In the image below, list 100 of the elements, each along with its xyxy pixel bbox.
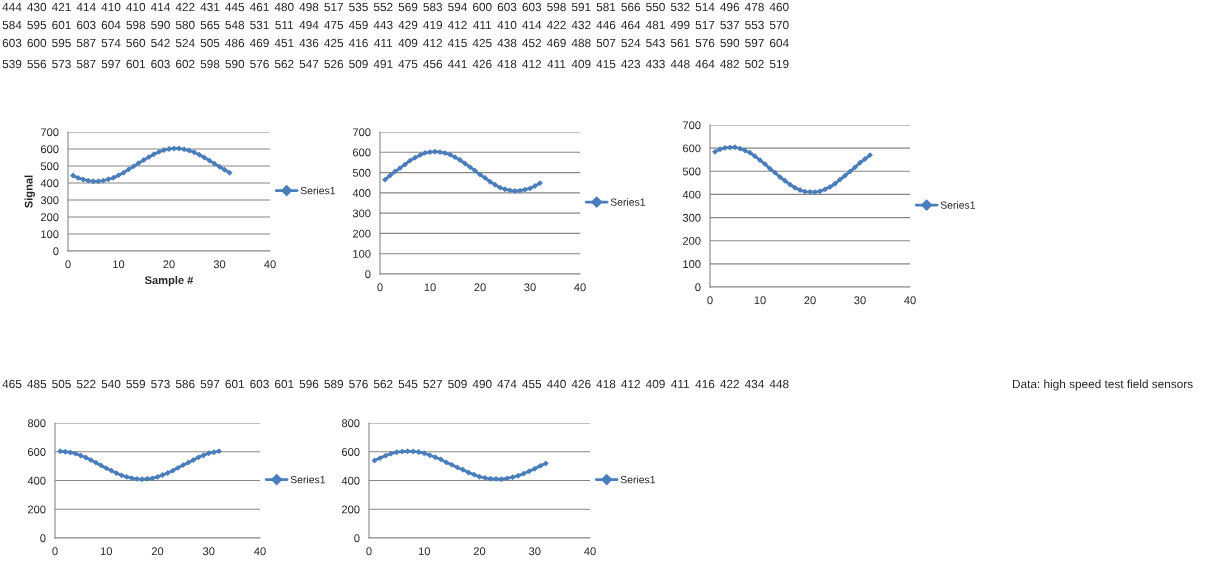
text: 573	[151, 379, 170, 389]
x-axis-title: Sample #	[144, 275, 194, 287]
text: 565	[200, 20, 220, 30]
y-tick-label: 400	[682, 190, 701, 199]
text: 478	[744, 2, 764, 12]
point	[393, 449, 400, 456]
y-tick-label: 600	[28, 448, 46, 456]
y-tick-label: 700	[353, 128, 371, 137]
point	[802, 188, 808, 195]
y-tick-label: 0	[365, 270, 371, 279]
text: 514	[695, 2, 715, 12]
point	[832, 180, 838, 187]
text: 601	[225, 379, 245, 389]
text: 594	[448, 2, 467, 12]
text: 409	[645, 379, 665, 389]
point	[98, 462, 105, 469]
point	[498, 476, 505, 483]
y-tick-label: 400	[352, 189, 371, 197]
x-tick-label: 30	[213, 260, 226, 269]
text: 603	[522, 2, 542, 12]
point	[100, 177, 107, 184]
y-tick-label: 500	[352, 168, 371, 177]
x-tick-label: 30	[528, 547, 541, 556]
x-tick-label: 40	[264, 260, 276, 269]
point	[742, 147, 748, 154]
y-tick-label: 0	[40, 534, 46, 543]
point	[72, 450, 79, 457]
text: 499	[670, 20, 690, 30]
point	[417, 152, 423, 159]
point	[110, 174, 117, 181]
point	[205, 450, 212, 457]
point	[211, 160, 218, 167]
text: 505	[52, 379, 71, 389]
point	[472, 167, 478, 174]
point	[732, 144, 738, 151]
point	[427, 149, 433, 156]
text: 604	[770, 38, 789, 48]
text: 451	[274, 38, 294, 48]
text: 569	[398, 2, 418, 12]
y-tick-label: 0	[53, 247, 59, 256]
point	[487, 475, 494, 482]
text: 409	[398, 38, 418, 48]
point	[185, 459, 192, 466]
text: 543	[646, 38, 665, 48]
text: 587	[76, 59, 96, 69]
y-tick-label: 500	[682, 167, 701, 176]
text: 597	[745, 38, 764, 48]
y-tick-label: 200	[682, 236, 701, 245]
text: 412	[423, 38, 443, 48]
x-tick-label: 20	[804, 296, 816, 305]
point	[57, 448, 64, 455]
text: 431	[200, 2, 220, 12]
text: 584	[2, 20, 22, 30]
point	[767, 165, 773, 172]
y-tick-label: 400	[40, 179, 59, 188]
text: 601	[52, 20, 71, 30]
x-tick-label: 30	[854, 296, 866, 305]
text: 603	[151, 59, 170, 69]
point	[77, 452, 84, 459]
text: 561	[670, 38, 690, 48]
text: 425	[324, 38, 344, 48]
text: 465	[2, 379, 22, 389]
text: 603	[250, 379, 269, 389]
text: 422	[175, 2, 195, 12]
point	[482, 174, 488, 181]
point	[120, 169, 127, 176]
text: 426	[571, 379, 591, 389]
text: 524	[175, 38, 195, 48]
text: 598	[126, 20, 146, 30]
point	[747, 149, 753, 156]
y-tick-label: 600	[342, 448, 360, 456]
point	[452, 154, 458, 161]
text: 415	[447, 38, 467, 48]
point	[502, 186, 508, 193]
x-tick-label: 10	[100, 547, 112, 556]
text: 414	[76, 2, 96, 12]
point	[757, 157, 763, 164]
y-tick-label: 700	[683, 121, 701, 130]
x-tick-label: 20	[473, 547, 486, 556]
point	[515, 472, 522, 479]
text: 481	[645, 20, 665, 30]
text: 507	[596, 38, 616, 48]
text: 429	[398, 20, 418, 30]
text: 562	[274, 59, 294, 69]
point	[467, 164, 473, 171]
point	[762, 161, 768, 168]
y-tick-label: 0	[354, 534, 360, 543]
text: 598	[200, 59, 220, 69]
text: 539	[2, 59, 22, 69]
text: 556	[27, 59, 47, 69]
y-tick-label: 200	[352, 229, 371, 238]
legend-label: Series1	[620, 475, 656, 484]
y-tick-label: 300	[682, 213, 701, 222]
point	[397, 165, 403, 172]
text: 601	[275, 379, 294, 389]
text: 502	[745, 59, 764, 69]
point	[387, 172, 393, 179]
text: 446	[596, 20, 616, 30]
text: 433	[645, 59, 665, 69]
point	[852, 164, 858, 171]
